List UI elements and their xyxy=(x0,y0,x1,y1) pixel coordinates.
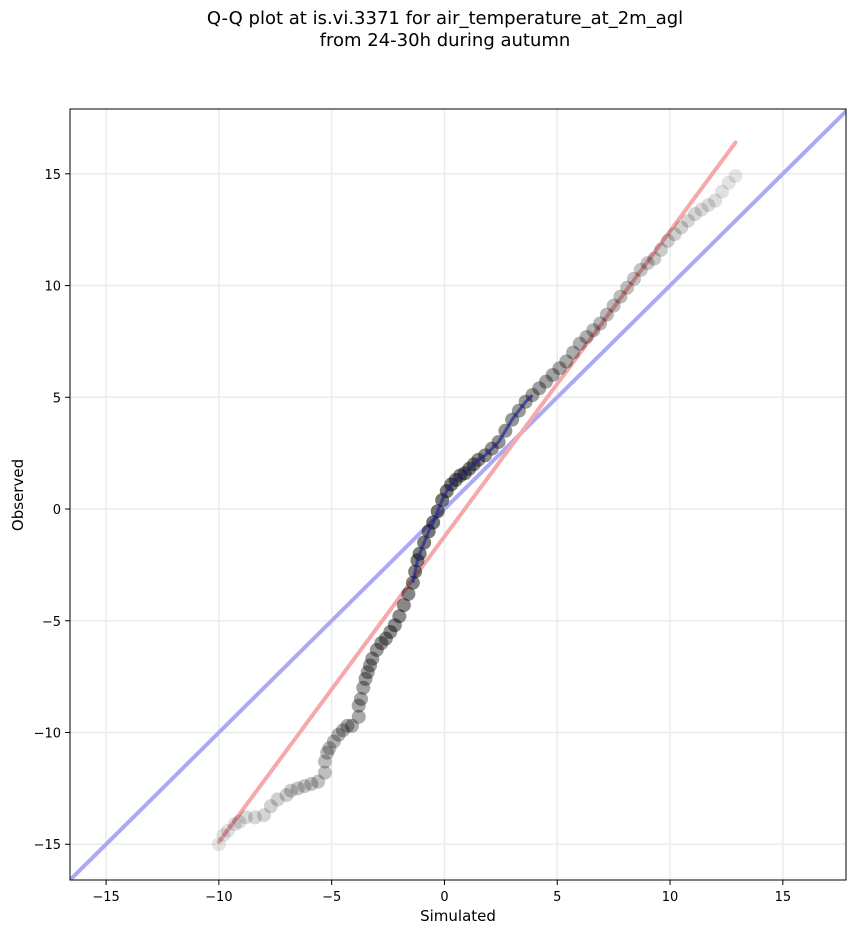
y-axis-label: Observed xyxy=(9,459,27,531)
data-point xyxy=(633,262,648,277)
data-point xyxy=(396,598,411,613)
axis-ticks: −15 −10 −5 0 5 10 15 −15 −10 −5 0 5 10 15 xyxy=(34,168,792,905)
x-tick-label: 0 xyxy=(440,890,448,905)
data-point xyxy=(304,776,319,791)
data-point xyxy=(232,814,247,829)
data-point xyxy=(620,280,635,295)
y-tick-label: 5 xyxy=(53,391,61,406)
data-point xyxy=(378,631,393,646)
data-point xyxy=(326,734,341,749)
dense-segment-blue xyxy=(411,393,534,584)
data-point xyxy=(358,671,373,686)
data-point xyxy=(354,691,368,706)
data-point xyxy=(708,193,723,208)
data-point xyxy=(270,792,285,807)
data-point xyxy=(579,329,594,344)
data-point xyxy=(606,298,621,313)
data-point xyxy=(340,718,355,733)
data-point xyxy=(654,242,669,257)
chart-title-line-1: Q-Q plot at is.vi.3371 for air_temperatu… xyxy=(206,8,684,29)
data-point xyxy=(701,198,716,213)
y-tick-label: −5 xyxy=(42,615,61,630)
x-tick-label: 5 xyxy=(553,890,561,905)
data-point xyxy=(263,799,278,814)
data-point xyxy=(322,741,337,756)
data-point xyxy=(374,636,389,651)
scatter-points xyxy=(211,169,743,852)
data-point xyxy=(360,665,375,680)
data-point xyxy=(667,227,682,242)
data-point xyxy=(317,765,332,780)
data-point xyxy=(344,718,359,733)
reference-line-identity xyxy=(70,109,846,880)
data-point xyxy=(593,316,608,331)
data-point xyxy=(317,754,332,769)
data-point xyxy=(674,220,689,235)
data-point xyxy=(640,256,655,271)
y-tick-label: 15 xyxy=(44,168,61,183)
data-point xyxy=(538,374,553,389)
chart-title-line-2: from 24-30h during autumn xyxy=(319,30,571,51)
data-point xyxy=(613,289,628,304)
y-tick-label: −15 xyxy=(34,838,61,853)
data-point xyxy=(387,618,402,633)
data-point xyxy=(238,810,253,825)
data-point xyxy=(351,698,366,713)
data-point xyxy=(694,202,709,217)
x-tick-label: 15 xyxy=(775,890,792,905)
data-point xyxy=(247,810,262,825)
y-tick-label: −10 xyxy=(34,727,61,742)
data-point xyxy=(714,184,729,199)
data-point xyxy=(211,837,226,852)
x-tick-label: −15 xyxy=(92,890,119,905)
data-point xyxy=(331,727,346,742)
x-tick-label: −10 xyxy=(205,890,232,905)
data-point xyxy=(363,658,378,673)
x-tick-label: −5 xyxy=(322,890,341,905)
data-point xyxy=(227,817,242,832)
data-point xyxy=(365,651,380,666)
grid xyxy=(70,109,846,880)
x-axis-label: Simulated xyxy=(420,907,496,925)
data-point xyxy=(599,307,614,322)
plot-frame xyxy=(69,108,847,881)
data-point xyxy=(257,808,271,823)
data-point xyxy=(216,828,231,843)
data-point xyxy=(369,642,384,657)
data-point xyxy=(297,779,312,794)
data-point xyxy=(311,774,326,789)
data-point xyxy=(586,323,601,338)
data-point xyxy=(552,361,567,376)
data-point xyxy=(681,213,696,228)
data-point xyxy=(532,381,547,396)
data-point xyxy=(687,207,702,222)
chart-title: Q-Q plot at is.vi.3371 for air_temperatu… xyxy=(0,8,854,52)
reference-line-fit xyxy=(216,140,738,845)
data-point xyxy=(392,609,407,624)
data-point xyxy=(647,251,662,266)
data-point xyxy=(559,354,574,369)
x-tick-label: 10 xyxy=(662,890,679,905)
data-point xyxy=(660,233,675,248)
data-point xyxy=(351,709,366,724)
data-point xyxy=(383,624,398,639)
data-point xyxy=(626,271,641,286)
data-point xyxy=(728,169,743,184)
data-point xyxy=(220,823,235,838)
reference-lines xyxy=(70,109,846,880)
data-point xyxy=(572,336,587,351)
data-point xyxy=(279,788,294,803)
data-point xyxy=(335,723,350,738)
data-point xyxy=(356,680,371,695)
data-point xyxy=(401,586,416,601)
data-point xyxy=(721,175,736,190)
data-point xyxy=(566,345,581,360)
y-tick-label: 10 xyxy=(44,280,61,295)
y-tick-label: 0 xyxy=(53,503,61,518)
data-point xyxy=(320,745,335,760)
data-point xyxy=(284,783,299,798)
data-point xyxy=(290,781,305,796)
data-point xyxy=(545,367,560,382)
